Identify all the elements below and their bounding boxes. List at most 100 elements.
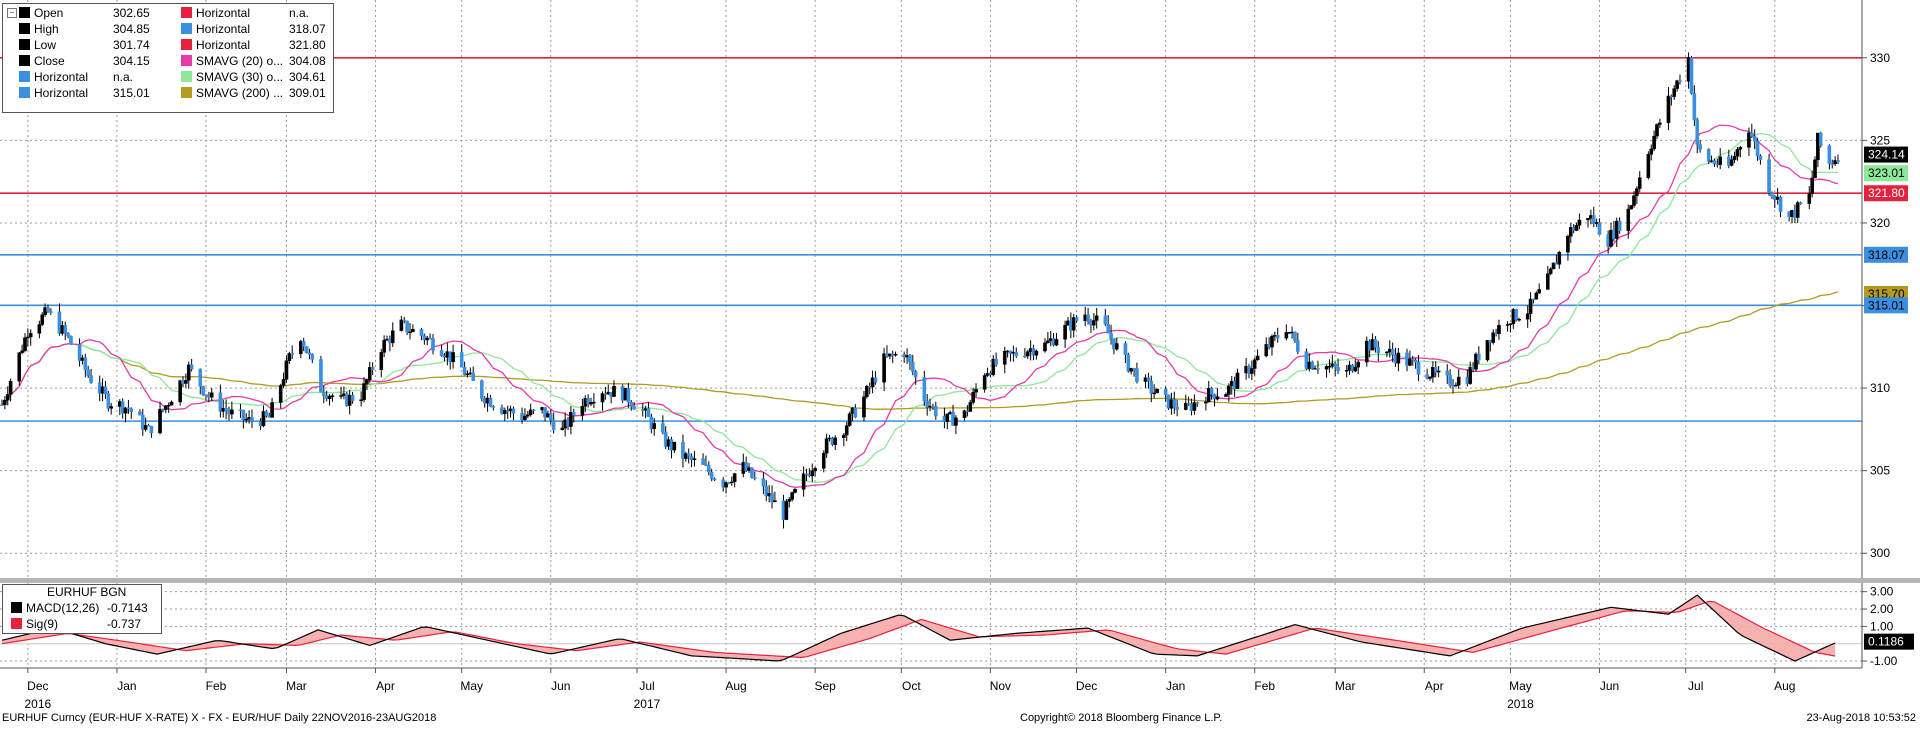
candle-up (962, 410, 967, 418)
candle-down (250, 417, 254, 422)
legend-swatch (19, 55, 30, 66)
candle-down (459, 352, 464, 368)
candle-up (824, 438, 829, 454)
legend-swatch (181, 87, 192, 98)
legend-value: 302.65 (113, 6, 150, 20)
candle-down (1413, 359, 1418, 363)
candle-up (40, 314, 45, 325)
candle-up (580, 406, 585, 416)
legend-label: SMAVG (200) ... (196, 86, 284, 100)
candle-down (462, 367, 467, 376)
candle-down (629, 402, 634, 407)
candle-up (1002, 350, 1007, 365)
candle-up (1833, 160, 1837, 165)
candle-down (1448, 374, 1452, 386)
pane-divider-bar (0, 578, 1920, 583)
candle-up (1577, 219, 1582, 226)
time-tick-label: Apr (1425, 679, 1444, 693)
candle-down (322, 391, 326, 396)
candle-up (1192, 402, 1197, 411)
legend-entry: Horizontal (181, 38, 250, 53)
candle-up (730, 481, 734, 484)
legend-label: MACD(12,26) (26, 601, 100, 615)
candle-up (327, 395, 332, 400)
candle-up (1546, 273, 1550, 290)
candle-up (184, 380, 188, 384)
candle-down (1103, 315, 1108, 325)
candle-up (1344, 370, 1349, 372)
candle-up (1215, 396, 1220, 400)
candle-down (1445, 370, 1450, 376)
candle-down (551, 419, 556, 430)
candle-up (1586, 218, 1590, 221)
time-tick-label: Jan (117, 679, 136, 693)
candle-down (304, 346, 309, 354)
collapse-icon[interactable]: − (7, 8, 17, 18)
moving-averages (1, 124, 1839, 488)
price-badge-label: 323.01 (1868, 166, 1905, 180)
candle-up (821, 452, 826, 469)
legend-swatch (19, 71, 30, 82)
candle-up (560, 427, 565, 430)
candle-down (1149, 380, 1154, 394)
legend-entry: Horizontal (19, 86, 88, 101)
candle-down (934, 405, 938, 417)
legend-label: Sig(9) (26, 617, 59, 631)
candle-up (1534, 292, 1539, 300)
candle-up (1270, 336, 1274, 348)
candle-up (359, 399, 363, 402)
candle-up (1548, 268, 1553, 274)
macd-tick-label: 2.00 (1870, 602, 1894, 616)
legend-label: Horizontal (196, 22, 251, 36)
candle-up (773, 500, 777, 503)
candle-up (5, 394, 10, 401)
candle-up (1666, 95, 1671, 124)
time-tick-label: Feb (206, 679, 227, 693)
candle-up (1557, 251, 1562, 265)
candle-down (491, 406, 496, 408)
candle-up (612, 385, 616, 397)
candle-up (379, 352, 384, 370)
candle-up (793, 489, 797, 493)
candle-up (26, 336, 30, 339)
legend-value: -0.737 (107, 617, 142, 631)
candle-up (1327, 366, 1332, 368)
candle-down (1109, 333, 1113, 339)
candle-up (365, 379, 369, 384)
candle-up (178, 380, 182, 403)
candle-up (123, 407, 128, 414)
legend-swatch (19, 87, 30, 98)
candle-up (1652, 135, 1656, 150)
time-tick-label: May (1509, 679, 1532, 693)
candle-down (531, 409, 536, 412)
candle-down (224, 407, 228, 412)
legend-label: SMAVG (30) o... (196, 70, 284, 84)
time-tick-label: Dec (1076, 679, 1097, 693)
candle-up (270, 402, 274, 418)
candle-up (1517, 319, 1521, 321)
candle-up (1658, 122, 1662, 125)
candle-down (1336, 367, 1340, 372)
legend-value: 318.07 (289, 22, 326, 36)
footer-copyright: Copyright© 2018 Bloomberg Finance L.P. (1020, 712, 1223, 724)
candle-up (330, 395, 335, 397)
candle-down (1706, 149, 1711, 162)
candle-up (1206, 387, 1211, 403)
candle-down (1617, 220, 1622, 232)
candle-down (46, 307, 50, 312)
candle-up (810, 470, 815, 477)
legend-value: 301.74 (113, 38, 150, 52)
legend-value: 309.01 (289, 86, 326, 100)
legend-label: Horizontal (34, 86, 89, 100)
candle-up (1574, 225, 1579, 231)
candle-down (1750, 132, 1754, 137)
candle-up (865, 386, 869, 398)
candle-up (1626, 208, 1631, 232)
candle-up (1071, 317, 1076, 331)
candle-down (290, 353, 294, 355)
candle-up (339, 395, 343, 397)
signal-line (1, 600, 1836, 659)
candle-down (922, 376, 927, 402)
candle-up (1491, 332, 1496, 343)
legend-value: -0.7143 (107, 601, 148, 615)
